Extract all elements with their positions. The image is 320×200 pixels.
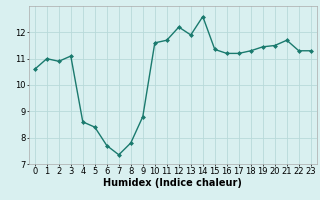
X-axis label: Humidex (Indice chaleur): Humidex (Indice chaleur) bbox=[103, 178, 242, 188]
